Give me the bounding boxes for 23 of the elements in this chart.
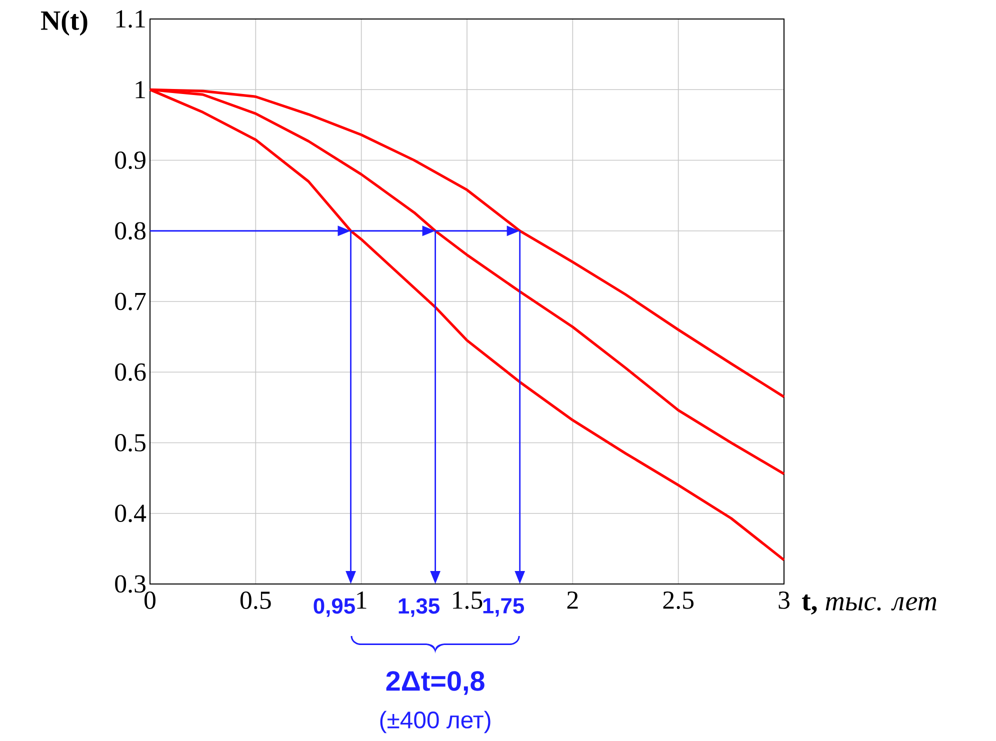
y-tick-label: 0.6 (115, 363, 146, 381)
x-tick-label: 0.5 (240, 592, 271, 610)
y-tick-label: 1.1 (116, 10, 145, 28)
y-tick-label: 0.9 (115, 151, 146, 170)
y-axis-title: N(t) (41, 10, 88, 36)
text: (±400 лет) (380, 710, 490, 734)
y-tick-label: 0.3 (115, 575, 146, 593)
x-tick-label: 2.5 (663, 592, 694, 610)
x-tick-label: 1.5 (453, 592, 482, 609)
y-tick-label: 0.5 (115, 434, 146, 452)
x-tick-label: 3 (778, 592, 790, 609)
annotation: 1,75 (483, 598, 524, 617)
y-tick-label: 1 (136, 81, 145, 98)
y-tick-label: 0.7 (115, 292, 146, 310)
x-tick-label: 1 (357, 592, 366, 609)
x-axis-title: t, тыс. лет (802, 594, 936, 615)
y-tick-label: 0.4 (115, 504, 146, 522)
text: 2Δt=0,8 (386, 671, 484, 695)
annotation: 0,95 (314, 598, 355, 617)
x-tick-label: 0 (144, 592, 156, 609)
y-tick-label: 0.8 (115, 222, 146, 240)
annotation: 1,35 (398, 598, 440, 617)
x-tick-label: 2 (567, 592, 578, 609)
